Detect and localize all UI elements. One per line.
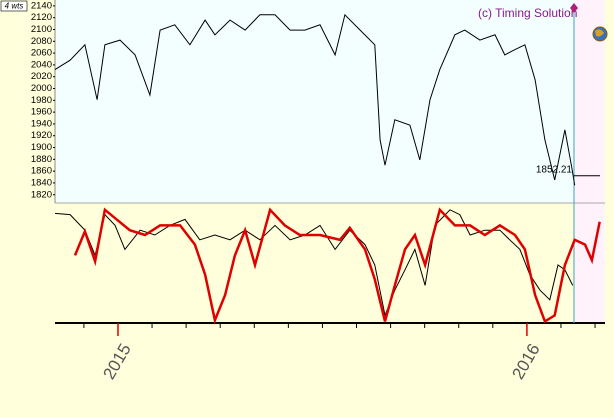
oscillator-line xyxy=(73,207,601,325)
y-tick-label: 2020 xyxy=(31,71,52,82)
y-tick-label: 2100 xyxy=(31,24,52,35)
last-value-label: 1852.21 xyxy=(536,164,573,175)
y-tick-label: 1820 xyxy=(31,189,52,200)
y-tick-label: 2120 xyxy=(31,12,52,23)
upper-panel xyxy=(55,0,575,203)
y-tick-label: 2060 xyxy=(31,48,52,59)
y-tick-label: 1880 xyxy=(31,154,52,165)
y-tick-label: 1960 xyxy=(31,107,52,118)
cursor-marker[interactable] xyxy=(570,3,578,13)
y-tick-label: 2000 xyxy=(31,83,52,94)
globe-land xyxy=(595,29,604,37)
forecast-zone xyxy=(575,0,605,323)
badge: 4 wts xyxy=(5,2,24,11)
badge-box xyxy=(0,0,28,12)
y-tick-label: 1920 xyxy=(31,130,52,141)
watermark: (c) Timing Solution xyxy=(478,6,577,20)
oscillator-line xyxy=(54,209,574,318)
y-tick-label: 1900 xyxy=(31,142,52,153)
y-tick-label: 2080 xyxy=(31,36,52,47)
y-tick-label: 1980 xyxy=(31,95,52,106)
price-line xyxy=(54,13,576,186)
y-tick-label: 2040 xyxy=(31,59,52,70)
y-tick-label: 1840 xyxy=(31,177,52,188)
y-tick-label: 1940 xyxy=(31,118,52,129)
y-tick-label: 2140 xyxy=(31,0,52,11)
y-tick-label: 1860 xyxy=(31,166,52,177)
